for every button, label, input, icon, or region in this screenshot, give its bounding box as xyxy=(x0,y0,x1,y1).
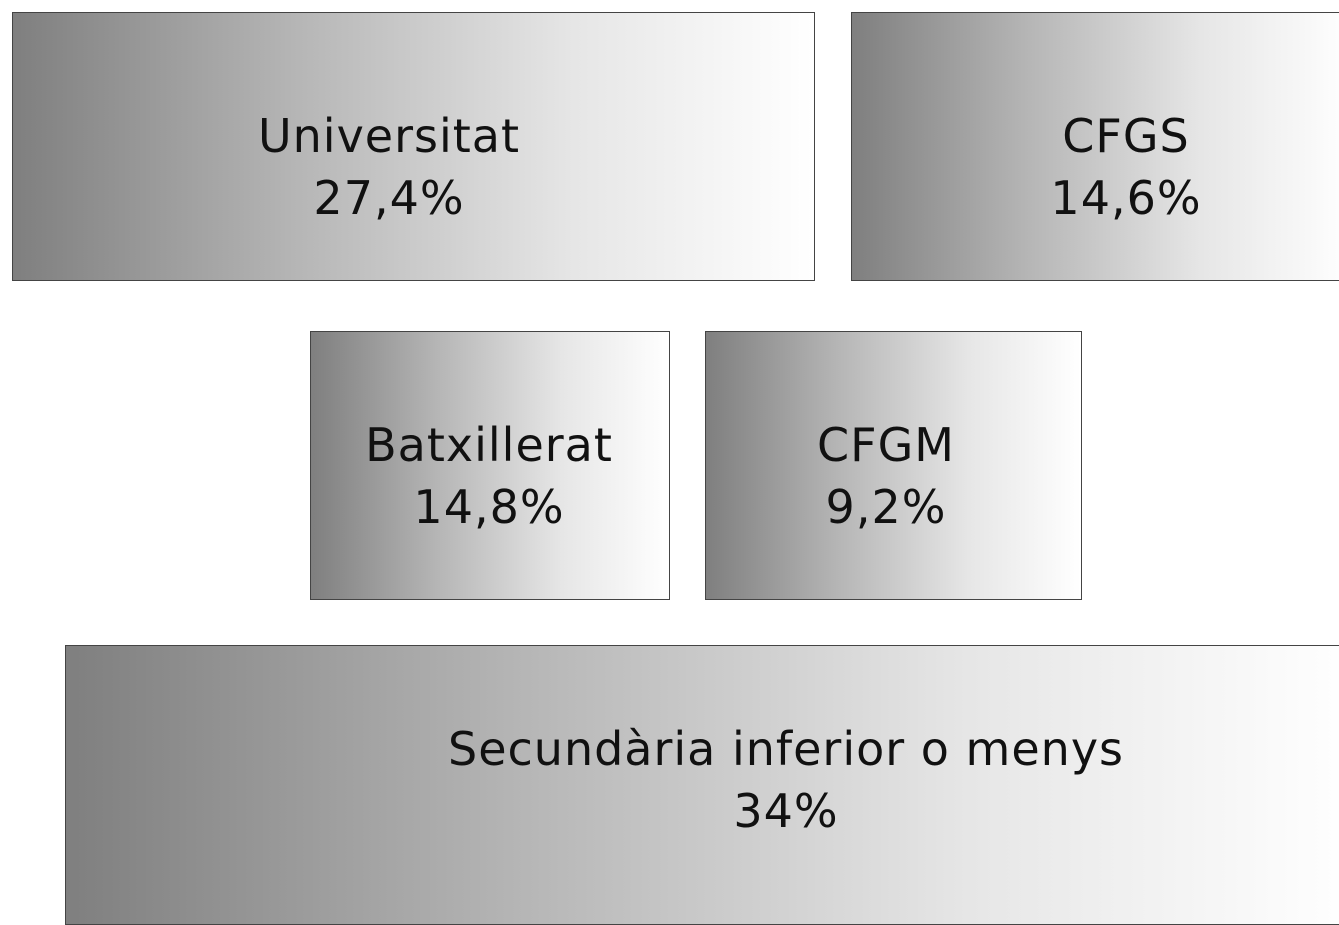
node-value: 9,2% xyxy=(825,480,947,534)
node-label: CFGS xyxy=(1062,109,1190,163)
node-box: CFGM 9,2% xyxy=(705,331,1082,600)
node-value: 34% xyxy=(733,784,839,838)
node-label: CFGM xyxy=(817,418,955,472)
node-text: Universitat 27,4% xyxy=(258,105,520,229)
node-text: Batxillerat 14,8% xyxy=(365,414,613,538)
node-text: CFGM 9,2% xyxy=(817,414,955,538)
node-text: CFGS 14,6% xyxy=(1050,105,1201,229)
node-value: 14,6% xyxy=(1050,171,1202,225)
node-box: Batxillerat 14,8% xyxy=(310,331,670,600)
node-label: Universitat xyxy=(257,109,521,163)
node-value: 27,4% xyxy=(313,171,465,225)
node-box: Secundària inferior o menys 34% xyxy=(65,645,1339,925)
node-label: Secundària inferior o menys xyxy=(447,722,1125,776)
node-box: CFGS 14,6% xyxy=(851,12,1339,281)
node-value: 14,8% xyxy=(413,480,565,534)
node-box: Universitat 27,4% xyxy=(12,12,815,281)
node-label: Batxillerat xyxy=(365,418,613,472)
node-text: Secundària inferior o menys 34% xyxy=(448,718,1124,842)
